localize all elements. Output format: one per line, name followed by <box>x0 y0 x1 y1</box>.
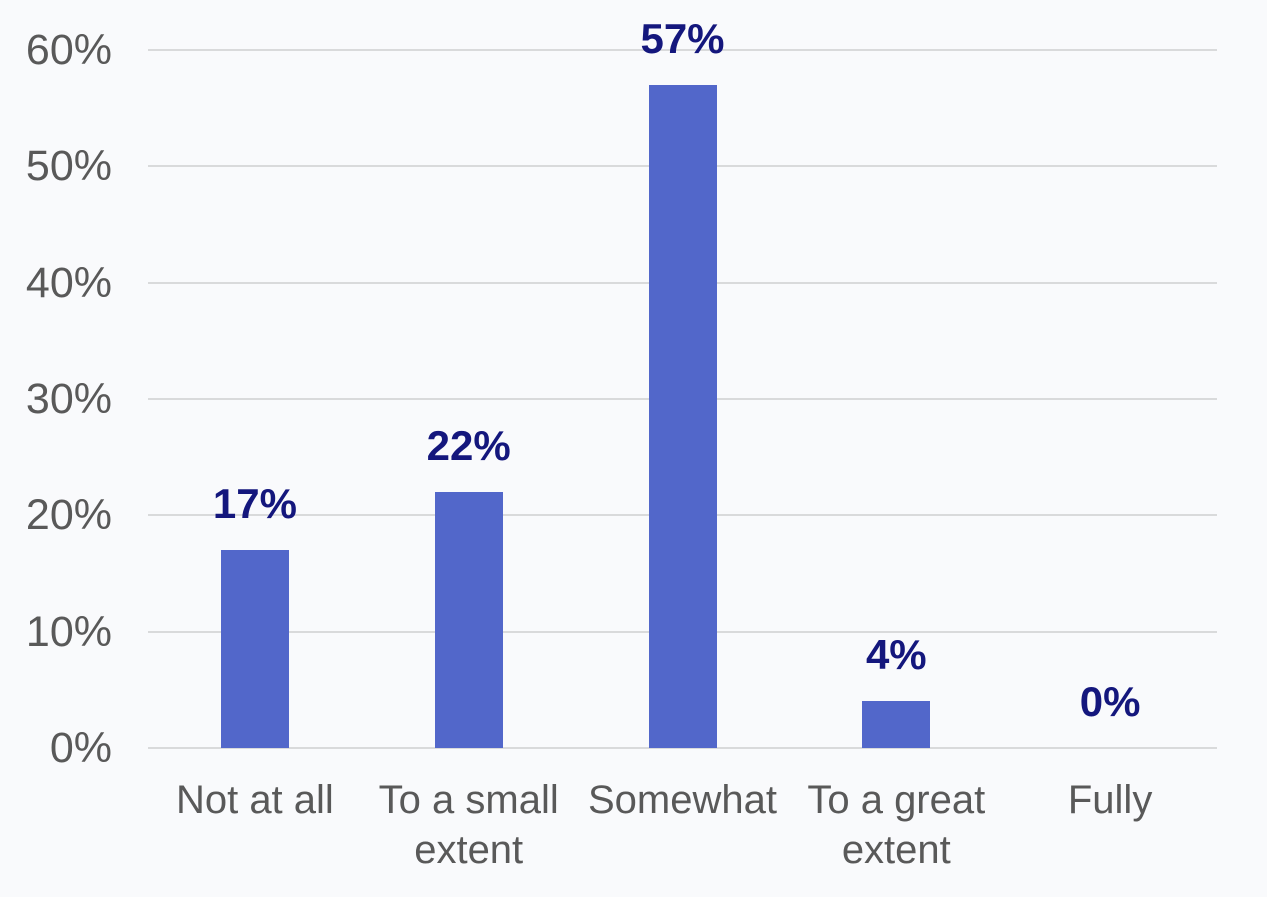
bar-value-label: 17% <box>212 480 297 528</box>
y-tick-label: 40% <box>25 258 112 307</box>
x-tick-label: To a small extent <box>378 778 559 872</box>
x-tick-label: Fully <box>1067 778 1153 822</box>
bar-value-label: 0% <box>1079 678 1141 725</box>
y-tick-label: 0% <box>49 724 112 772</box>
x-tick-label: Not at all <box>175 778 334 822</box>
bar <box>862 701 931 748</box>
y-tick-label: 30% <box>25 375 112 423</box>
gridline <box>148 747 1217 749</box>
gridline <box>148 49 1217 51</box>
bar-value-label: 57% <box>640 14 725 62</box>
bar <box>648 84 717 748</box>
y-tick-label: 50% <box>25 142 112 191</box>
x-tick-label: Somewhat <box>588 778 777 822</box>
bar-value-label: 4% <box>865 631 927 679</box>
y-tick-label: 10% <box>25 607 112 656</box>
x-tick-label: To a great extent <box>807 778 986 872</box>
bar <box>220 550 289 748</box>
bar <box>434 492 503 748</box>
bar-value-label: 22% <box>426 422 511 470</box>
y-tick-label: 60% <box>25 26 112 74</box>
y-tick-label: 20% <box>25 491 112 540</box>
